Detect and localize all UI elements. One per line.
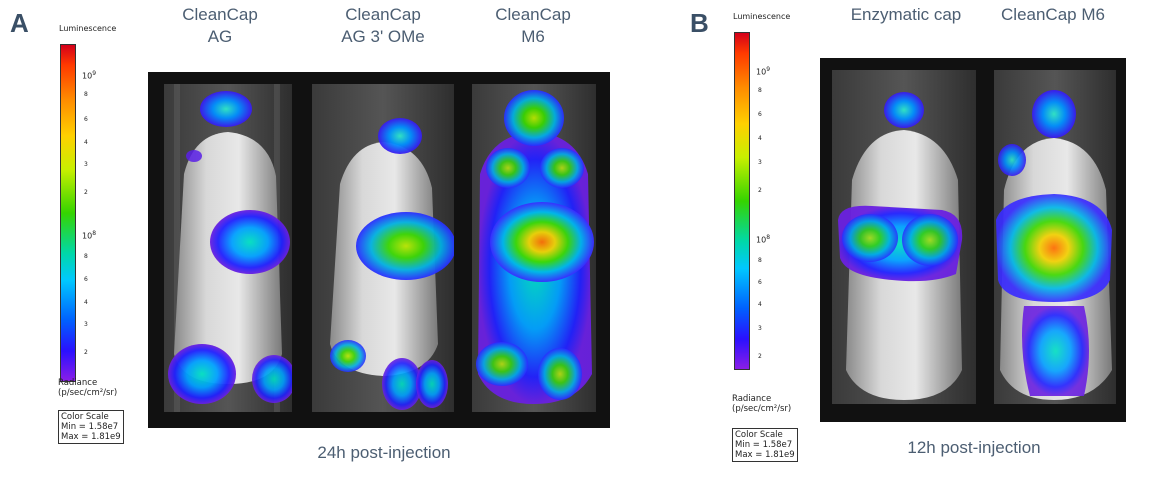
scale-tick: 3 — [758, 325, 762, 332]
scale-tick: 2 — [84, 349, 88, 356]
panel-a-letter: A — [10, 8, 29, 38]
scale-tick: 6 — [84, 276, 88, 283]
mouse-image-cleancap-ag-3-ome — [312, 84, 454, 412]
scale-tick: 4 — [758, 135, 762, 142]
scale-min-max-box: Color Scale Min = 1.58e7 Max = 1.81e9 — [58, 410, 124, 444]
panel-b-color-scale: Luminescence 109 8 6 4 3 2 108 8 6 4 3 2… — [730, 8, 810, 470]
panel-b-column-label-2: CleanCap M6 — [1001, 5, 1105, 24]
scale-tick: 6 — [758, 111, 762, 118]
scale-title: Luminescence — [59, 24, 117, 33]
scale-major-top: 109 — [756, 66, 771, 77]
scale-major-bottom: 108 — [82, 230, 97, 241]
scale-title: Luminescence — [733, 12, 791, 21]
scale-tick: 4 — [758, 301, 762, 308]
scale-tick: 4 — [84, 299, 88, 306]
scale-tick: 6 — [84, 116, 88, 123]
scale-tick: 8 — [758, 87, 762, 94]
scale-min-max-box: Color Scale Min = 1.58e7 Max = 1.81e9 — [732, 428, 798, 462]
scale-tick: 8 — [758, 257, 762, 264]
mouse-image-enzymatic-cap — [832, 70, 976, 404]
mouse-image-cleancap-m6-12h — [994, 70, 1116, 404]
scale-tick: 8 — [84, 253, 88, 260]
panel-b-letter: B — [690, 8, 709, 38]
scale-radiance-label: Radiance (p/sec/cm²/sr) — [58, 378, 118, 398]
scale-tick: 3 — [84, 321, 88, 328]
scale-tick: 3 — [758, 159, 762, 166]
mouse-image-cleancap-ag — [164, 84, 292, 412]
scale-tick: 2 — [758, 353, 762, 360]
scale-major-bottom: 108 — [756, 234, 771, 245]
scale-tick: 6 — [758, 279, 762, 286]
panel-b-column-label-1: Enzymatic cap — [850, 5, 962, 24]
scale-major-top: 109 — [82, 70, 97, 81]
scale-gradient-bar — [60, 44, 76, 382]
panel-a-column-label-3: CleanCap M6 — [495, 5, 571, 46]
panel-a-caption: 24h post-injection — [317, 443, 451, 462]
panel-a-column-label-2: CleanCap AG 3' OMe — [341, 5, 425, 46]
mouse-image-cleancap-m6 — [472, 84, 596, 412]
scale-gradient-bar — [734, 32, 750, 370]
scale-tick: 2 — [84, 189, 88, 196]
scale-radiance-label: Radiance (p/sec/cm²/sr) — [732, 394, 792, 414]
panel-b-caption: 12h post-injection — [907, 438, 1041, 457]
panel-a-column-label-1: CleanCap AG — [182, 5, 258, 46]
panel-a-color-scale: Luminescence 109 8 6 4 3 2 108 8 6 4 3 2… — [56, 22, 136, 452]
scale-tick: 8 — [84, 91, 88, 98]
scale-tick: 3 — [84, 161, 88, 168]
scale-tick: 2 — [758, 187, 762, 194]
scale-tick: 4 — [84, 139, 88, 146]
